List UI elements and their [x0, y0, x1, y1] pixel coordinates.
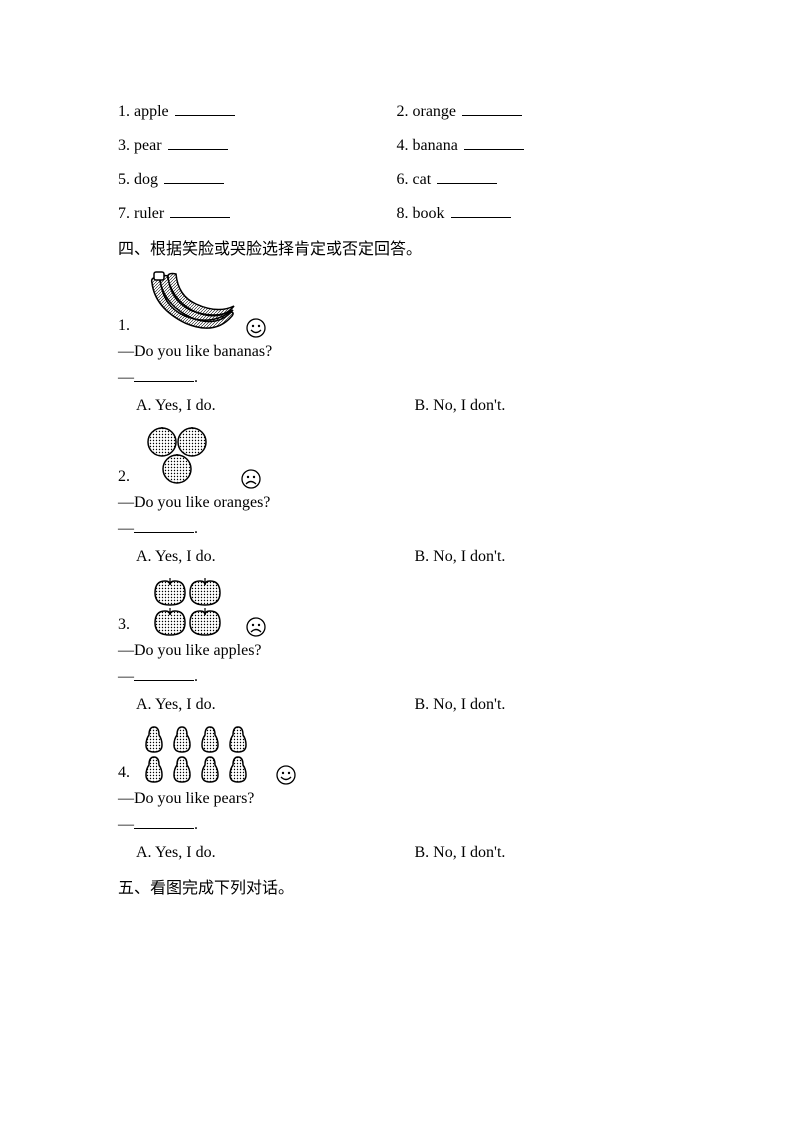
q2-answer-line: —.	[118, 517, 675, 541]
bananas-icon	[140, 268, 240, 338]
pears-icon	[140, 723, 270, 785]
q2-period: .	[194, 520, 198, 537]
q3-num: 3.	[118, 613, 130, 637]
q1-blank[interactable]	[134, 370, 194, 382]
smile-face-icon	[246, 318, 266, 338]
fill-7-word: ruler	[134, 205, 164, 222]
section-5-title: 五、看图完成下列对话。	[118, 877, 675, 901]
fill-2-num: 2.	[397, 103, 409, 120]
fill-5: 5. dog	[118, 171, 224, 188]
blank[interactable]	[170, 204, 230, 218]
blank[interactable]	[164, 170, 224, 184]
blank[interactable]	[168, 136, 228, 150]
fill-row-3: 5. dog 6. cat	[118, 168, 675, 192]
q1-num: 1.	[118, 314, 130, 338]
fill-row-4: 7. ruler 8. book	[118, 202, 675, 226]
fill-7: 7. ruler	[118, 205, 230, 222]
blank[interactable]	[451, 204, 511, 218]
q4-optA[interactable]: A. Yes, I do.	[118, 841, 397, 865]
q1-options: A. Yes, I do. B. No, I don't.	[118, 394, 675, 418]
fill-6: 6. cat	[397, 171, 498, 188]
question-1: 1. —Do you like bananas? —. A. Yes, I do…	[118, 268, 675, 418]
fill-7-num: 7.	[118, 205, 130, 222]
q3-period: .	[194, 668, 198, 685]
q1-period: .	[194, 369, 198, 386]
q2-optB[interactable]: B. No, I don't.	[397, 545, 676, 569]
q1-optA[interactable]: A. Yes, I do.	[118, 394, 397, 418]
fill-6-num: 6.	[397, 171, 409, 188]
fill-1-num: 1.	[118, 103, 130, 120]
fill-row-1: 1. apple 2. orange	[118, 100, 675, 124]
q1-answer-line: —.	[118, 366, 675, 390]
q4-options: A. Yes, I do. B. No, I don't.	[118, 841, 675, 865]
q3-options: A. Yes, I do. B. No, I don't.	[118, 693, 675, 717]
q4-answer-line: —.	[118, 813, 675, 837]
q2-optA[interactable]: A. Yes, I do.	[118, 545, 397, 569]
q2-num: 2.	[118, 465, 130, 489]
section-4-title: 四、根据笑脸或哭脸选择肯定或否定回答。	[118, 238, 675, 262]
apples-icon	[140, 575, 240, 637]
oranges-icon	[140, 424, 235, 489]
q2-blank[interactable]	[134, 521, 194, 533]
q1-question: —Do you like bananas?	[118, 340, 675, 364]
fill-8-word: book	[413, 205, 445, 222]
fill-6-word: cat	[413, 171, 432, 188]
fill-row-2: 3. pear 4. banana	[118, 134, 675, 158]
fill-8: 8. book	[397, 205, 511, 222]
q3-question: —Do you like apples?	[118, 639, 675, 663]
fill-1-word: apple	[134, 103, 169, 120]
question-4: 4. —Do you like pears? —. A. Yes, I do. …	[118, 723, 675, 865]
smile-face-icon	[276, 765, 296, 785]
q4-period: .	[194, 816, 198, 833]
fill-3-num: 3.	[118, 137, 130, 154]
q2-options: A. Yes, I do. B. No, I don't.	[118, 545, 675, 569]
sad-face-icon	[246, 617, 266, 637]
q4-dash: —	[118, 816, 134, 833]
fill-1: 1. apple	[118, 103, 235, 120]
question-3: 3. —Do you like apples? —. A. Yes, I do.…	[118, 575, 675, 717]
q4-num: 4.	[118, 761, 130, 785]
q3-optB[interactable]: B. No, I don't.	[397, 693, 676, 717]
q2-dash: —	[118, 520, 134, 537]
question-2: 2. —Do you like oranges? —. A. Yes, I do…	[118, 424, 675, 569]
fill-5-num: 5.	[118, 171, 130, 188]
q4-blank[interactable]	[134, 817, 194, 829]
q4-question: —Do you like pears?	[118, 787, 675, 811]
fill-4-num: 4.	[397, 137, 409, 154]
fill-3-word: pear	[134, 137, 162, 154]
q1-optB[interactable]: B. No, I don't.	[397, 394, 676, 418]
fill-5-word: dog	[134, 171, 158, 188]
q1-dash: —	[118, 369, 134, 386]
blank[interactable]	[175, 102, 235, 116]
q2-question: —Do you like oranges?	[118, 491, 675, 515]
q3-dash: —	[118, 668, 134, 685]
blank[interactable]	[437, 170, 497, 184]
q3-answer-line: —.	[118, 665, 675, 689]
q4-optB[interactable]: B. No, I don't.	[397, 841, 676, 865]
fill-4-word: banana	[413, 137, 458, 154]
fill-2: 2. orange	[397, 103, 523, 120]
fill-4: 4. banana	[397, 137, 524, 154]
fill-2-word: orange	[413, 103, 457, 120]
q3-blank[interactable]	[134, 669, 194, 681]
blank[interactable]	[464, 136, 524, 150]
blank[interactable]	[462, 102, 522, 116]
sad-face-icon	[241, 469, 261, 489]
fill-3: 3. pear	[118, 137, 228, 154]
q3-optA[interactable]: A. Yes, I do.	[118, 693, 397, 717]
fill-8-num: 8.	[397, 205, 409, 222]
